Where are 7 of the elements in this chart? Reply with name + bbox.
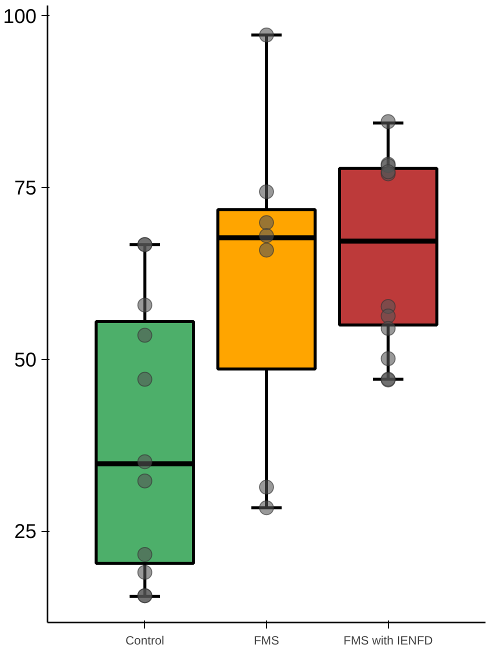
y-tick-label: 25 (14, 521, 37, 544)
y-tick-label: 100 (3, 6, 37, 28)
y-tick-label: 75 (14, 178, 37, 200)
x-tick-label: FMS (254, 634, 280, 648)
x-tick-label: Control (125, 634, 164, 648)
y-tick-label: 50 (14, 349, 37, 372)
x-tick-label: FMS with IENFD (344, 634, 434, 648)
